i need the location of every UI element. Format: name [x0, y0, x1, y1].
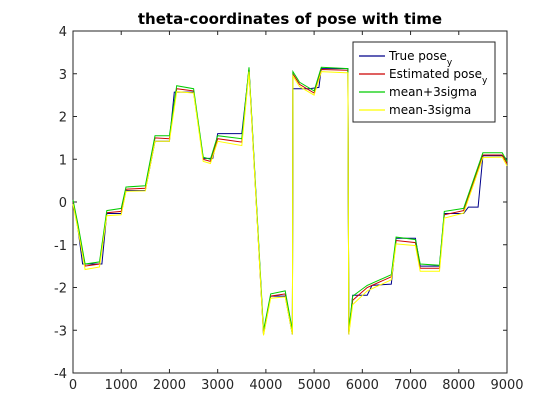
x-tick-label: 8000 — [442, 378, 475, 393]
y-tick-label: 0 — [59, 196, 67, 211]
legend-label: mean+3sigma — [389, 85, 477, 99]
plot-area: 0 1000 2000 3000 4000 5000 6000 7000 8000 9000 4 3 2… — [54, 25, 524, 393]
y-tick-label: -4 — [54, 367, 67, 382]
legend-label: mean-3sigma — [389, 103, 471, 117]
x-tick-label: 1000 — [105, 378, 138, 393]
legend-box — [352, 41, 496, 123]
y-tick-label: -3 — [54, 324, 67, 339]
x-tick-label: 2000 — [153, 378, 186, 393]
y-tick-label: -2 — [54, 282, 67, 297]
x-tick-label: 5000 — [298, 378, 331, 393]
y-tick-label: -1 — [54, 239, 67, 254]
chart-title: theta-coordinates of pose with time — [138, 10, 442, 28]
y-tick-label: 4 — [59, 25, 67, 40]
series-line — [72, 68, 508, 334]
y-tick-label: 1 — [59, 153, 67, 168]
x-tick-label: 4000 — [249, 378, 282, 393]
x-tick-label: 3000 — [201, 378, 234, 393]
y-tick-label: 2 — [59, 111, 67, 126]
series-line — [72, 66, 508, 331]
x-tick-label: 7000 — [394, 378, 427, 393]
x-tick-label: 9000 — [490, 378, 523, 393]
x-tick-label: 6000 — [346, 378, 379, 393]
series-line — [72, 71, 508, 336]
y-tick-label: 3 — [59, 68, 67, 83]
x-tick-label: 0 — [69, 378, 77, 393]
